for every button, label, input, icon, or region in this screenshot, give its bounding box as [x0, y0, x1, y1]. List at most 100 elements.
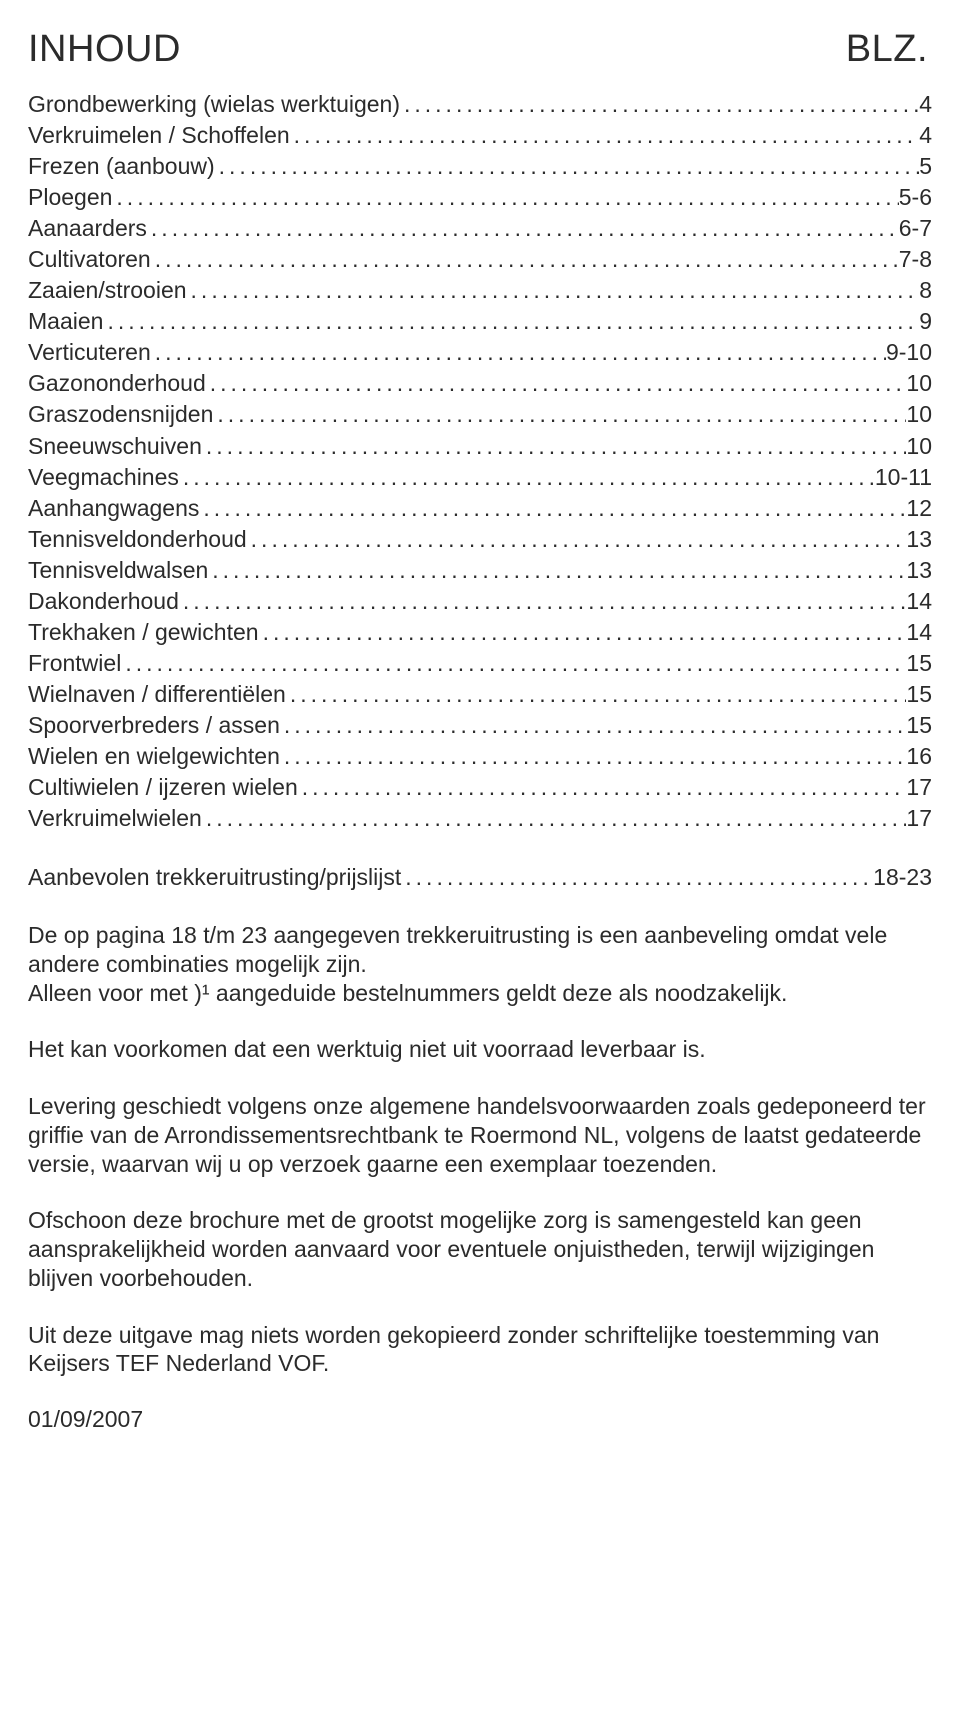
- toc-item: Aanbevolen trekkeruitrusting/prijslijst.…: [28, 862, 932, 893]
- toc-item: Maaien..................................…: [28, 306, 932, 337]
- toc-item: Verkruimelen / Schoffelen...............…: [28, 120, 932, 151]
- table-of-contents: Grondbewerking (wielas werktuigen)......…: [28, 89, 932, 893]
- toc-item-page: 10: [906, 431, 932, 462]
- toc-item-page: 13: [906, 555, 932, 586]
- toc-leader: ........................................…: [212, 555, 906, 586]
- toc-leader: ........................................…: [203, 493, 906, 524]
- toc-item-label: Zaaien/strooien: [28, 275, 191, 306]
- toc-item-label: Tennisveldwalsen: [28, 555, 212, 586]
- toc-item-page: 10: [906, 399, 932, 430]
- toc-item: Aanhangwagens...........................…: [28, 493, 932, 524]
- toc-item-label: Dakonderhoud: [28, 586, 183, 617]
- toc-item-page: 6-7: [899, 213, 932, 244]
- toc-item-page: 10: [906, 368, 932, 399]
- toc-leader: ........................................…: [125, 648, 906, 679]
- toc-item-page: 5: [919, 151, 932, 182]
- toc-item-page: 9-10: [886, 337, 932, 368]
- toc-leader: ........................................…: [210, 368, 907, 399]
- toc-item-label: Verkruimelen / Schoffelen: [28, 120, 294, 151]
- toc-item-label: Sneeuwschuiven: [28, 431, 206, 462]
- toc-item-page: 14: [906, 586, 932, 617]
- toc-item-label: Ploegen: [28, 182, 116, 213]
- toc-leader: ........................................…: [191, 275, 920, 306]
- toc-item-page: 15: [906, 679, 932, 710]
- toc-item-label: Gazononderhoud: [28, 368, 210, 399]
- toc-leader: ........................................…: [206, 803, 907, 834]
- toc-leader: ........................................…: [183, 586, 907, 617]
- toc-leader: ........................................…: [155, 244, 899, 275]
- toc-item: Tennisveldonderhoud.....................…: [28, 524, 932, 555]
- body-paragraph: Ofschoon deze brochure met de grootst mo…: [28, 1206, 932, 1292]
- toc-item-page: 4: [919, 89, 932, 120]
- toc-item: Ploegen.................................…: [28, 182, 932, 213]
- toc-item-label: Verticuteren: [28, 337, 155, 368]
- toc-item-page: 5-6: [899, 182, 932, 213]
- toc-item-label: Wielen en wielgewichten: [28, 741, 284, 772]
- toc-section: Grondbewerking (wielas werktuigen)......…: [28, 89, 932, 834]
- toc-item: Aanaarders..............................…: [28, 213, 932, 244]
- toc-item: Frontwiel...............................…: [28, 648, 932, 679]
- page: INHOUD BLZ. Grondbewerking (wielas werkt…: [0, 0, 960, 1726]
- toc-item-page: 7-8: [899, 244, 932, 275]
- toc-item: Graszodensnijden........................…: [28, 399, 932, 430]
- toc-item-label: Aanbevolen trekkeruitrusting/prijslijst: [28, 862, 405, 893]
- body-paragraphs: De op pagina 18 t/m 23 aangegeven trekke…: [28, 921, 932, 1378]
- toc-item: Verkruimelwielen........................…: [28, 803, 932, 834]
- toc-item-label: Tennisveldonderhoud: [28, 524, 251, 555]
- toc-item: Grondbewerking (wielas werktuigen)......…: [28, 89, 932, 120]
- toc-item-label: Cultiwielen / ijzeren wielen: [28, 772, 302, 803]
- toc-leader: ........................................…: [107, 306, 919, 337]
- toc-item-page: 8: [919, 275, 932, 306]
- toc-item-label: Frezen (aanbouw): [28, 151, 219, 182]
- toc-item-page: 13: [906, 524, 932, 555]
- toc-leader: ........................................…: [251, 524, 907, 555]
- toc-leader: ........................................…: [404, 89, 919, 120]
- toc-item: Dakonderhoud............................…: [28, 586, 932, 617]
- toc-leader: ........................................…: [219, 151, 920, 182]
- toc-item: Zaaien/strooien.........................…: [28, 275, 932, 306]
- toc-item-label: Wielnaven / differentiëlen: [28, 679, 290, 710]
- toc-leader: ........................................…: [206, 431, 907, 462]
- body-paragraph: Uit deze uitgave mag niets worden gekopi…: [28, 1321, 932, 1379]
- toc-item-page: 12: [906, 493, 932, 524]
- toc-leader: ........................................…: [151, 213, 899, 244]
- toc-item-page: 15: [906, 648, 932, 679]
- toc-item-label: Grondbewerking (wielas werktuigen): [28, 89, 404, 120]
- toc-item: Cultivatoren............................…: [28, 244, 932, 275]
- toc-item: Frezen (aanbouw)........................…: [28, 151, 932, 182]
- toc-leader: ........................................…: [183, 462, 875, 493]
- toc-item: Wielnaven / differentiëlen..............…: [28, 679, 932, 710]
- toc-item: Spoorverbreders / assen.................…: [28, 710, 932, 741]
- toc-item-label: Frontwiel: [28, 648, 125, 679]
- toc-item-label: Verkruimelwielen: [28, 803, 206, 834]
- toc-leader: ........................................…: [217, 399, 906, 430]
- toc-item-page: 9: [919, 306, 932, 337]
- toc-item-page: 14: [906, 617, 932, 648]
- toc-item-page: 10-11: [875, 462, 932, 493]
- toc-item-page: 17: [906, 772, 932, 803]
- toc-leader: ........................................…: [405, 862, 873, 893]
- toc-item-page: 17: [906, 803, 932, 834]
- toc-item: Tennisveldwalsen........................…: [28, 555, 932, 586]
- toc-item: Veegmachines............................…: [28, 462, 932, 493]
- toc-item-label: Aanhangwagens: [28, 493, 203, 524]
- toc-item-page: 15: [906, 710, 932, 741]
- page-title: INHOUD: [28, 28, 181, 71]
- body-paragraph: Het kan voorkomen dat een werktuig niet …: [28, 1035, 932, 1064]
- toc-item-label: Veegmachines: [28, 462, 183, 493]
- page-column-label: BLZ.: [846, 28, 928, 71]
- toc-leader: ........................................…: [294, 120, 920, 151]
- toc-item-label: Maaien: [28, 306, 107, 337]
- toc-leader: ........................................…: [116, 182, 898, 213]
- toc-leader: ........................................…: [155, 337, 886, 368]
- toc-item-label: Graszodensnijden: [28, 399, 217, 430]
- toc-item: Sneeuwschuiven..........................…: [28, 431, 932, 462]
- body-paragraph: De op pagina 18 t/m 23 aangegeven trekke…: [28, 921, 932, 1007]
- header-row: INHOUD BLZ.: [28, 28, 932, 89]
- toc-item-label: Trekhaken / gewichten: [28, 617, 263, 648]
- toc-item-label: Aanaarders: [28, 213, 151, 244]
- toc-item: Cultiwielen / ijzeren wielen............…: [28, 772, 932, 803]
- toc-item-page: 4: [919, 120, 932, 151]
- toc-item-label: Spoorverbreders / assen: [28, 710, 284, 741]
- toc-item-page: 18-23: [873, 862, 932, 893]
